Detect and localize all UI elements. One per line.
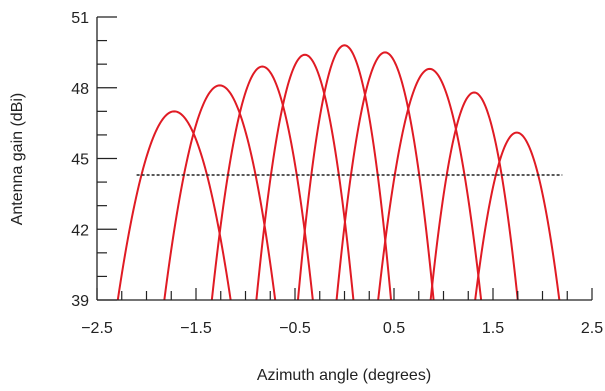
x-tick-label: −1.5: [180, 320, 212, 337]
beam-curve-1: [116, 110, 232, 301]
y-tick-label: 48: [71, 81, 89, 98]
y-tick-label: 45: [71, 152, 89, 169]
beam-curve-8: [429, 91, 519, 301]
y-axis-ticks: 39 42 45 48 51: [71, 10, 117, 310]
beam-curve-3: [210, 65, 314, 301]
x-tick-label: 0.5: [383, 320, 405, 337]
beam-curve-2: [163, 84, 277, 301]
beam-curve-9: [474, 131, 561, 301]
x-axis-ticks: −2.5 −1.5 −0.5 0.5 1.5 2.5: [81, 288, 603, 337]
beam-curve-4: [255, 53, 355, 301]
y-tick-label: 39: [71, 293, 89, 310]
x-axis-title: Azimuth angle (degrees): [257, 367, 431, 384]
beam-curve-5: [296, 44, 393, 301]
beam-curve-6: [335, 51, 435, 301]
x-tick-label: −0.5: [279, 320, 311, 337]
beam-curve-7: [377, 67, 483, 301]
beam-curves: [116, 44, 561, 301]
y-axis-title: Antenna gain (dBi): [9, 93, 26, 226]
x-tick-label: −2.5: [81, 320, 113, 337]
axes: [96, 17, 592, 301]
y-tick-label: 42: [71, 222, 89, 239]
x-tick-label: 1.5: [482, 320, 504, 337]
x-tick-label: 2.5: [581, 320, 603, 337]
y-tick-label: 51: [71, 10, 89, 27]
